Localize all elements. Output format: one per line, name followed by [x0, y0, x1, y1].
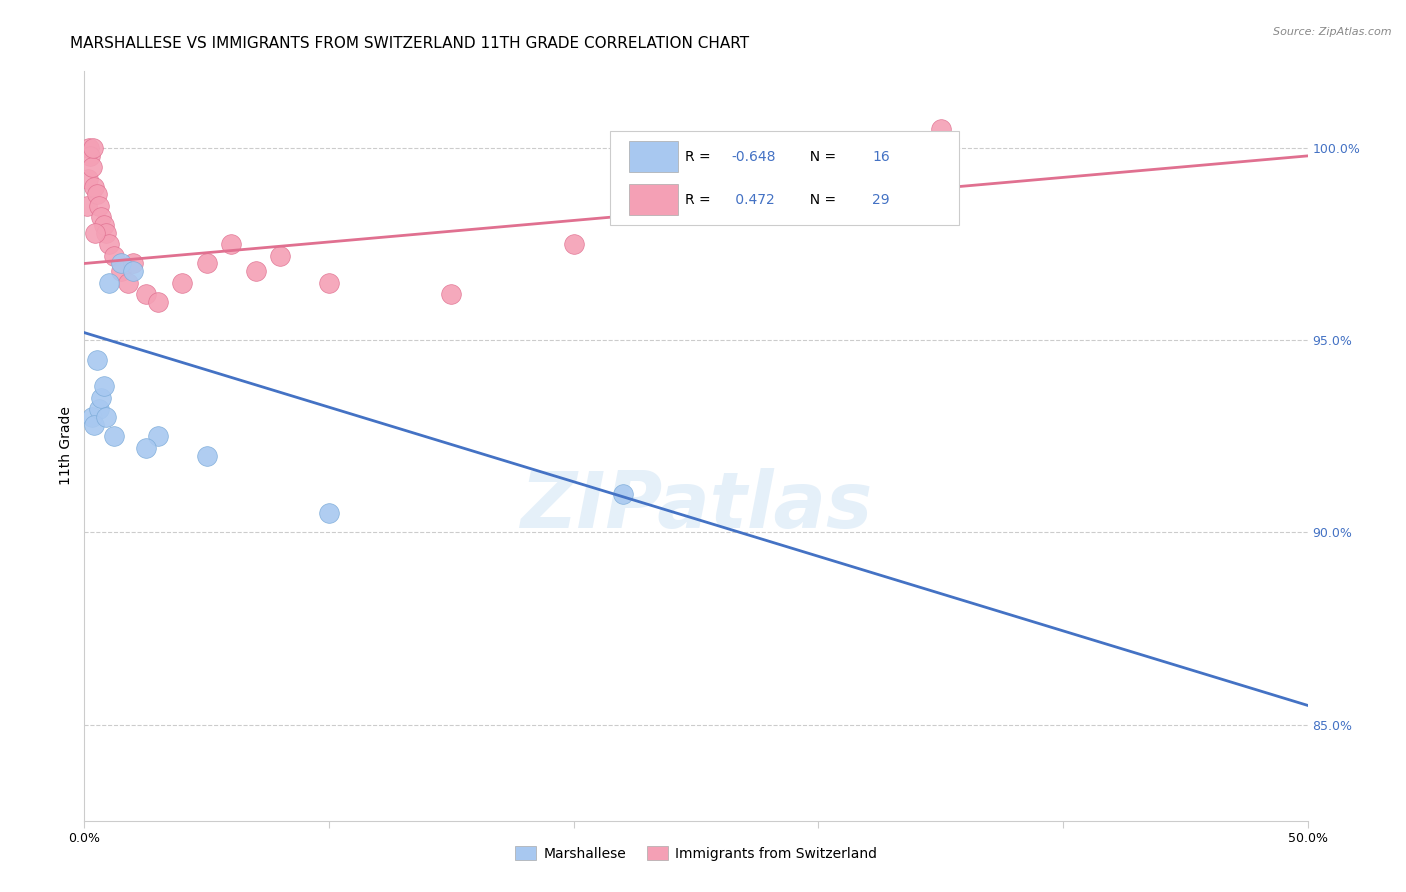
Point [146, 294, 169, 309]
Y-axis label: 11th Grade: 11th Grade [59, 407, 73, 485]
Point [219, 237, 242, 252]
Point [84, 226, 107, 240]
Point [110, 264, 132, 278]
Point [440, 287, 463, 301]
Point [110, 256, 132, 270]
Text: 16: 16 [872, 150, 890, 163]
Point [87, 199, 110, 213]
FancyBboxPatch shape [628, 141, 678, 172]
Point [90, 211, 112, 225]
Point [96, 226, 118, 240]
Point [103, 249, 125, 263]
Text: MARSHALLESE VS IMMIGRANTS FROM SWITZERLAND 11TH GRADE CORRELATION CHART: MARSHALLESE VS IMMIGRANTS FROM SWITZERLA… [70, 36, 749, 51]
Point [83, 417, 105, 432]
Point [103, 429, 125, 443]
Text: R =: R = [685, 150, 716, 163]
Point [122, 264, 145, 278]
Point [269, 249, 291, 263]
Point [96, 410, 118, 425]
Text: 29: 29 [872, 193, 890, 207]
Point [93, 379, 115, 393]
Point [562, 237, 585, 252]
Point [135, 287, 157, 301]
FancyBboxPatch shape [610, 131, 959, 225]
Point [82, 141, 104, 155]
Text: Source: ZipAtlas.com: Source: ZipAtlas.com [1274, 27, 1392, 37]
FancyBboxPatch shape [628, 184, 678, 215]
Point [195, 256, 218, 270]
Point [122, 256, 145, 270]
Point [80, 161, 103, 175]
Point [87, 402, 110, 417]
Point [929, 122, 952, 136]
Point [146, 429, 169, 443]
Point [93, 218, 115, 232]
Point [77, 141, 100, 155]
Point [135, 441, 157, 455]
Point [83, 179, 105, 194]
Point [245, 264, 267, 278]
Point [77, 172, 100, 186]
Point [86, 187, 108, 202]
Point [172, 276, 194, 290]
Text: ZIPatlas: ZIPatlas [520, 468, 872, 544]
Point [97, 276, 120, 290]
Text: 0.472: 0.472 [731, 193, 775, 207]
Text: -0.648: -0.648 [731, 150, 776, 163]
Point [318, 276, 340, 290]
Legend: Marshallese, Immigrants from Switzerland: Marshallese, Immigrants from Switzerland [510, 840, 882, 866]
Text: N =: N = [801, 193, 841, 207]
Point [612, 487, 634, 501]
Text: N =: N = [801, 150, 841, 163]
Point [79, 149, 101, 163]
Point [80, 410, 103, 425]
Text: R =: R = [685, 193, 716, 207]
Point [97, 237, 120, 252]
Point [90, 391, 112, 405]
Point [86, 352, 108, 367]
Point [195, 449, 218, 463]
Point [117, 276, 139, 290]
Point [76, 199, 98, 213]
Point [318, 506, 340, 520]
